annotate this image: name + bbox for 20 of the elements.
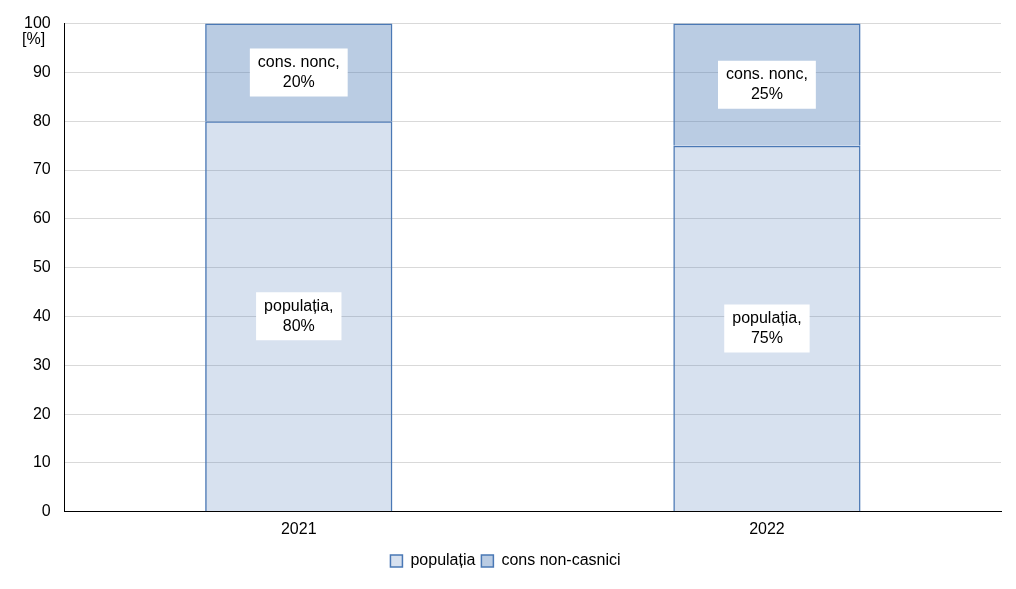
y-tick-label: 50 bbox=[32, 258, 51, 276]
y-tick-label: 100 bbox=[23, 14, 51, 32]
data-label: populația, 75% bbox=[732, 308, 802, 346]
y-tick-label: 60 bbox=[32, 209, 51, 227]
y-tick-label: 30 bbox=[32, 355, 51, 373]
legend-label: cons non-casnici bbox=[501, 551, 621, 569]
y-tick-label: 20 bbox=[32, 404, 51, 422]
y-tick-label: 40 bbox=[32, 306, 51, 324]
y-tick-label: 70 bbox=[32, 160, 51, 178]
y-tick-label: 90 bbox=[32, 62, 51, 80]
y-tick-label: 80 bbox=[32, 111, 51, 129]
y-tick-label: 0 bbox=[41, 502, 51, 520]
x-tick-label: 2022 bbox=[749, 519, 785, 537]
y-axis-title: [%] bbox=[22, 30, 46, 48]
data-label: cons. nonc, 25% bbox=[726, 65, 808, 103]
legend-label: populația bbox=[410, 551, 476, 569]
y-tick-label: 10 bbox=[32, 453, 51, 471]
data-label: cons. nonc, 20% bbox=[257, 52, 340, 90]
data-label: populația, 80% bbox=[264, 296, 334, 334]
x-tick-label: 2021 bbox=[280, 519, 317, 537]
